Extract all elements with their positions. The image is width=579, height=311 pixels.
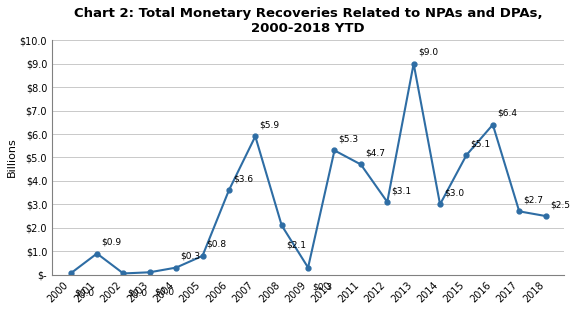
Text: $2.7: $2.7 xyxy=(523,195,543,204)
Text: $0.9: $0.9 xyxy=(101,238,121,247)
Text: $0.0: $0.0 xyxy=(75,289,95,298)
Text: $3.0: $3.0 xyxy=(444,188,464,197)
Text: $0.8: $0.8 xyxy=(207,240,227,249)
Text: $2.1: $2.1 xyxy=(286,241,306,250)
Text: $4.7: $4.7 xyxy=(365,149,385,158)
Y-axis label: Billions: Billions xyxy=(7,137,17,177)
Text: $5.1: $5.1 xyxy=(471,139,491,148)
Text: $0.3: $0.3 xyxy=(312,283,332,292)
Text: $5.3: $5.3 xyxy=(339,134,359,143)
Text: $0.3: $0.3 xyxy=(180,252,200,261)
Text: $3.1: $3.1 xyxy=(391,186,412,195)
Text: $2.5: $2.5 xyxy=(550,200,570,209)
Text: $3.6: $3.6 xyxy=(233,174,253,183)
Text: $0.0: $0.0 xyxy=(154,288,174,297)
Text: $9.0: $9.0 xyxy=(418,48,438,57)
Title: Chart 2: Total Monetary Recoveries Related to NPAs and DPAs,
2000-2018 YTD: Chart 2: Total Monetary Recoveries Relat… xyxy=(74,7,543,35)
Text: $0.0: $0.0 xyxy=(127,289,148,298)
Text: $6.4: $6.4 xyxy=(497,109,517,118)
Text: $5.9: $5.9 xyxy=(259,120,280,129)
